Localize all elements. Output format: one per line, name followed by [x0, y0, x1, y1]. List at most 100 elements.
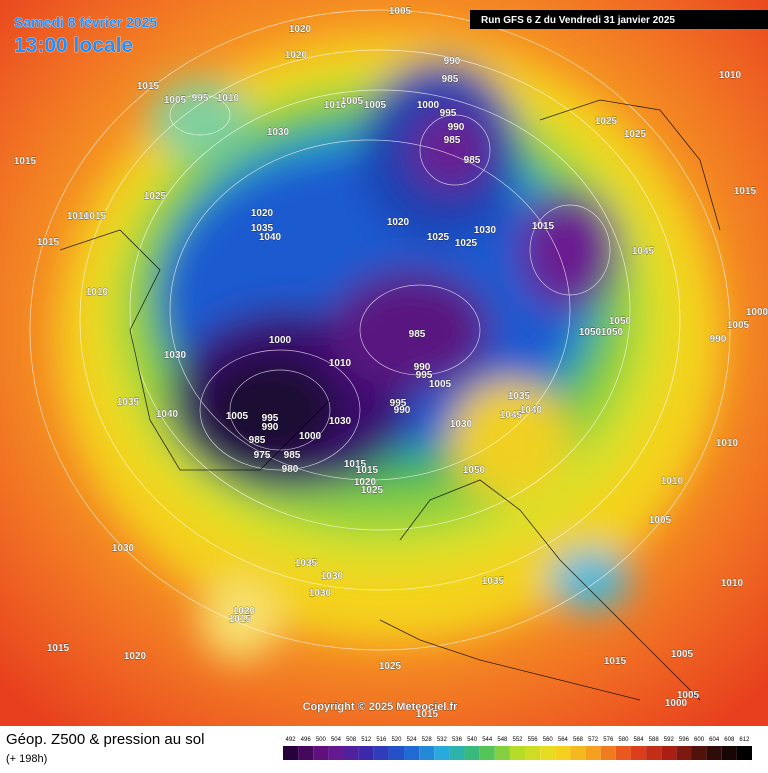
isobar-label: 990 — [444, 56, 461, 67]
isobar-label: 985 — [442, 74, 459, 85]
copyright: Copyright © 2025 Meteociel.fr — [303, 701, 459, 713]
scale-swatch — [449, 746, 465, 760]
isobar-label: 1025 — [361, 485, 384, 496]
isobar-label: 1025 — [144, 191, 167, 202]
isobar-label: 1025 — [595, 116, 618, 127]
scale-swatch — [630, 746, 647, 760]
scale-label: 564 — [558, 737, 569, 743]
isobar-label: 1005 — [429, 379, 452, 390]
scale-label: 504 — [331, 737, 342, 743]
scale-label: 596 — [679, 737, 690, 743]
scale-swatch — [358, 746, 374, 760]
isobar-label: 1010 — [329, 358, 352, 369]
scale-label: 552 — [512, 737, 523, 743]
scale-swatch — [479, 746, 495, 760]
scale-swatch — [691, 746, 707, 760]
scale-swatch — [706, 746, 722, 760]
isobar-label: 1030 — [267, 127, 290, 138]
scale-label: 608 — [724, 737, 735, 743]
scale-label: 544 — [482, 737, 493, 743]
map-fields — [0, 0, 768, 726]
isobar-label: 1010 — [719, 70, 742, 81]
isobar-label: 1035 — [295, 558, 318, 569]
isobar-label: 995 — [440, 108, 457, 119]
isobar-label: 1000 — [665, 698, 688, 709]
isobar-label: 1015 — [84, 211, 107, 222]
scale-label: 576 — [603, 737, 614, 743]
isobar-label: 1005 — [364, 100, 387, 111]
isobar-label: 1015 — [344, 459, 367, 470]
isobar-label: 1030 — [164, 350, 187, 361]
scale-label: 540 — [467, 737, 478, 743]
isobar-label: 995 — [262, 413, 279, 424]
isobar-label: 995 — [390, 398, 407, 409]
isobar-label: 995 — [192, 93, 209, 104]
run-info: Run GFS 6 Z du Vendredi 31 janvier 2025 — [481, 15, 675, 26]
scale-label: 592 — [664, 737, 675, 743]
scale-label: 500 — [316, 737, 327, 743]
isobar-label: 1005 — [226, 411, 249, 422]
isobar-label: 1050 — [463, 465, 486, 476]
isobar-label: 1030 — [474, 225, 497, 236]
isobar-label: 1015 — [229, 614, 252, 625]
scale-swatch — [600, 746, 616, 760]
isobar-label: 1020 — [124, 651, 147, 662]
scale-swatch — [661, 746, 677, 760]
isobar-label: 1045 — [632, 246, 655, 257]
isobar-label: 1035 — [508, 391, 531, 402]
scale-label: 572 — [588, 737, 599, 743]
isobar-labels: 1005 1020 1020 990 985 1015 1005 995 1010 1010 100… — [14, 6, 768, 720]
scale-label: 604 — [709, 737, 720, 743]
isobar-label: 1010 — [217, 93, 240, 104]
isobar-label: 1005 — [727, 320, 750, 331]
isobar-label: 1025 — [427, 232, 450, 243]
scale-swatch — [555, 746, 571, 760]
isobar-label: 1020 — [289, 24, 312, 35]
isobar-label: 1015 — [532, 221, 555, 232]
scale-swatch — [525, 746, 541, 760]
local-time: 13:00 locale — [14, 34, 133, 57]
isobar-label: 1020 — [387, 217, 410, 228]
isobar-label: 985 — [249, 435, 266, 446]
isobar-label: 985 — [409, 329, 426, 340]
isobar-label: 975 — [254, 450, 271, 461]
isobar-label: 985 — [464, 155, 481, 166]
date: Samedi 8 février 2025 — [14, 14, 157, 30]
isobar-label: 1030 — [329, 416, 352, 427]
scale-swatch — [298, 746, 314, 760]
scale-swatch — [388, 746, 405, 760]
scale-swatch — [373, 746, 389, 760]
scale-swatch — [721, 746, 737, 760]
isobar-label: 1020 — [354, 477, 377, 488]
isobar-label: 1015 — [604, 656, 627, 667]
scale-label: 492 — [286, 737, 297, 743]
isobar-label: 1005 — [677, 690, 700, 701]
scale-label: 520 — [391, 737, 402, 743]
isobar-label: 1000 — [269, 335, 292, 346]
isobar-label: 1010 — [67, 211, 90, 222]
scale-label: 536 — [452, 737, 463, 743]
isobar-label: 1010 — [324, 100, 347, 111]
scale-label: 588 — [649, 737, 660, 743]
isobar-label: 1025 — [455, 238, 478, 249]
isobar-label: 1030 — [309, 588, 332, 599]
scale-label: 560 — [543, 737, 554, 743]
isobar-label: 1000 — [746, 307, 768, 318]
scale-swatch — [570, 746, 586, 760]
scale-label: 516 — [376, 737, 387, 743]
scale-label: 556 — [528, 737, 539, 743]
isobar-label: 980 — [282, 464, 299, 475]
lead-time: (+ 198h) — [6, 753, 47, 765]
scale-label: 524 — [407, 737, 418, 743]
isobar-label: 1005 — [649, 515, 672, 526]
scale-swatch — [464, 746, 480, 760]
isobar-label: 1050 — [601, 327, 624, 338]
scale-swatch — [676, 746, 692, 760]
isobar-label: 1015 — [47, 643, 70, 654]
color-scale: 492 496 500 504 508 512 516 520 524 528 532 536 540 5… — [283, 737, 752, 760]
isobar-label: 990 — [710, 334, 727, 345]
isobar-label: 1025 — [379, 661, 402, 672]
isobar-label: 1010 — [661, 476, 684, 487]
scale-label: 508 — [346, 737, 357, 743]
scale-swatch — [434, 746, 450, 760]
